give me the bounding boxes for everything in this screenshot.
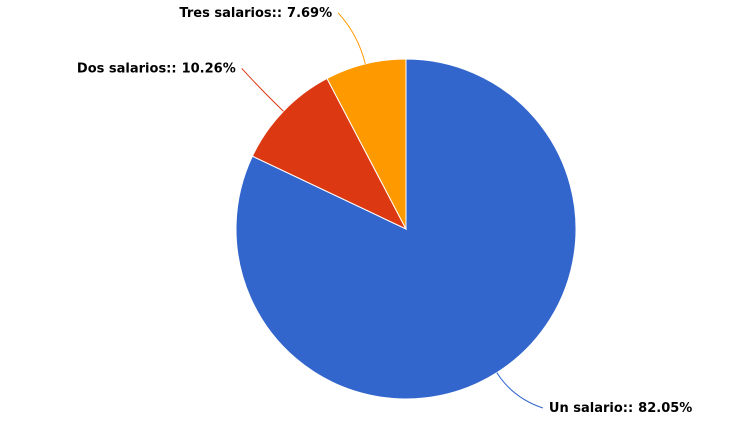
value-label: 7.69% — [287, 5, 332, 20]
connector — [496, 372, 544, 409]
data-label: Dos salarios:: 10.26% — [77, 61, 236, 76]
data-label: Tres salarios:: 7.69% — [179, 5, 332, 20]
category-name: Tres salarios:: — [179, 5, 282, 20]
category-name: Dos salarios:: — [77, 61, 177, 76]
connector — [337, 12, 366, 65]
pie-slice — [235, 58, 577, 400]
category-name: Un salario:: — [549, 401, 633, 416]
value-label: 10.26% — [182, 61, 236, 76]
data-label: Un salario:: 82.05% — [549, 401, 692, 416]
connector — [241, 68, 284, 112]
value-label: 82.05% — [638, 401, 692, 416]
pie-slice — [326, 58, 407, 230]
pie-slice — [251, 77, 408, 231]
